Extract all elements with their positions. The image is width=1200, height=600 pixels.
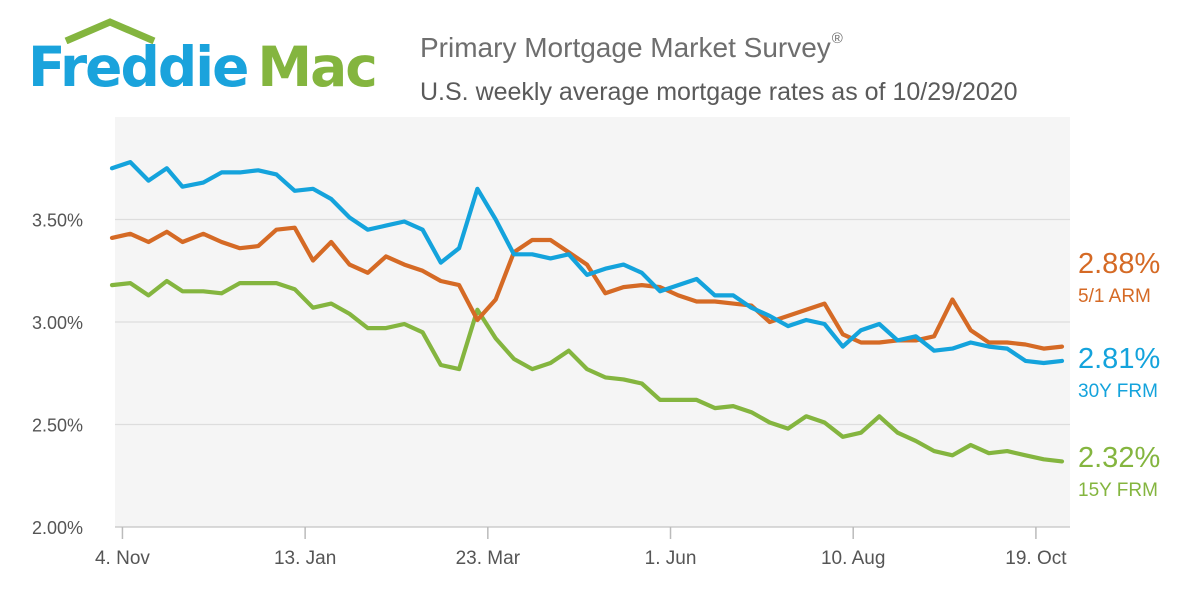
house-roof-icon: [64, 18, 156, 44]
x-tick-label: 10. Aug: [821, 548, 885, 569]
y-tick-label: 2.00%: [32, 518, 83, 538]
end-series-name-15y-frm: 15Y FRM: [1078, 480, 1158, 501]
end-value-15y-frm: 2.32%: [1078, 442, 1161, 474]
series-lines: [109, 160, 1065, 464]
y-tick-label: 3.50%: [32, 211, 83, 231]
y-axis-ticks: 2.00% 2.50% 3.00% 3.50%: [32, 211, 83, 539]
x-tick-label: 4. Nov: [95, 548, 150, 569]
logo-wordmark: Freddie Mac: [28, 40, 378, 95]
end-series-name-30y-frm: 30Y FRM: [1078, 381, 1158, 402]
end-value-30y-frm: 2.81%: [1078, 343, 1161, 375]
chart-subtitle: U.S. weekly average mortgage rates as of…: [420, 78, 1018, 106]
y-tick-label: 2.50%: [32, 416, 83, 436]
series-line-30y-frm: [109, 160, 1065, 366]
chart-title-text: Primary Mortgage Market Survey: [420, 32, 831, 63]
x-axis: [115, 526, 1070, 539]
logo-text-freddie: Freddie: [28, 35, 249, 99]
freddie-mac-logo: Freddie Mac: [22, 14, 392, 110]
end-series-name-5-1-arm: 5/1 ARM: [1078, 286, 1151, 307]
y-tick-label: 3.00%: [32, 313, 83, 333]
registered-mark: ®: [831, 30, 843, 47]
logo-text-mac: Mac: [257, 35, 377, 99]
end-value-5-1-arm: 2.88%: [1078, 248, 1161, 280]
x-tick-label: 19. Oct: [1005, 548, 1067, 569]
x-tick-label: 13. Jan: [274, 548, 336, 569]
series-line-15y-frm: [109, 278, 1065, 464]
x-tick-label: 1. Jun: [645, 548, 697, 569]
x-tick-label: 23. Mar: [456, 548, 521, 569]
chart-title: Primary Mortgage Market Survey®: [420, 30, 843, 64]
x-axis-ticks: 4. Nov 13. Jan 23. Mar 1. Jun 10. Aug 19. Oct: [95, 548, 1067, 569]
